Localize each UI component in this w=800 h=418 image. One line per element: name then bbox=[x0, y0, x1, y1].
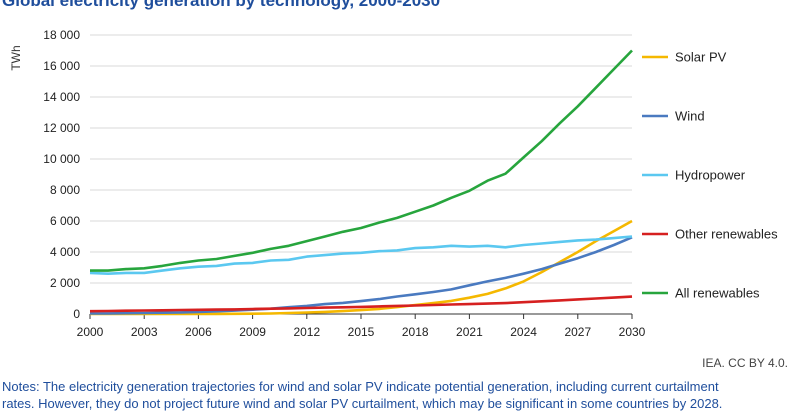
x-tick-label: 2018 bbox=[402, 325, 429, 339]
series-line-solar-pv bbox=[90, 219, 633, 316]
x-tick-label: 2024 bbox=[510, 325, 537, 339]
y-tick-label: 0 bbox=[73, 307, 80, 321]
y-axis-label: TWh bbox=[9, 45, 23, 70]
x-tick-label: 2012 bbox=[293, 325, 320, 339]
line-chart: 0 2 000 4 000 6 000 8 000 10 000 12 000 14 000 1… bbox=[9, 28, 778, 339]
legend-label-wind: Wind bbox=[675, 109, 705, 124]
series-line-hydropower bbox=[89, 235, 633, 276]
legend-label-solar-pv: Solar PV bbox=[675, 50, 727, 65]
series-line-other-renewables bbox=[89, 295, 633, 313]
y-tick-label: 10 000 bbox=[43, 152, 80, 166]
x-tick-label: 2009 bbox=[239, 325, 266, 339]
legend-label-hydropower: Hydropower bbox=[675, 168, 746, 183]
source-credit: IEA. CC BY 4.0. bbox=[702, 356, 788, 370]
legend: Solar PV Wind Hydropower Other renewables Al… bbox=[642, 50, 778, 301]
notes-line-2: rates. However, they do not project futu… bbox=[2, 396, 723, 411]
x-tick-label: 2027 bbox=[564, 325, 591, 339]
series-lines bbox=[89, 49, 633, 316]
series-line-wind bbox=[89, 236, 633, 315]
y-tick-label: 2 000 bbox=[50, 276, 80, 290]
x-tick-label: 2030 bbox=[619, 325, 646, 339]
y-tick-label: 4 000 bbox=[50, 245, 80, 259]
y-tick-label: 14 000 bbox=[43, 90, 80, 104]
x-tick-label: 2021 bbox=[456, 325, 483, 339]
chart-title: Global electricity generation by technol… bbox=[2, 0, 441, 10]
x-tick-label: 2000 bbox=[77, 325, 104, 339]
series-line-all-renewables bbox=[90, 49, 633, 272]
legend-label-other-renewables: Other renewables bbox=[675, 227, 778, 242]
axes: 0 2 000 4 000 6 000 8 000 10 000 12 000 14 000 1… bbox=[43, 28, 645, 339]
y-tick-label: 12 000 bbox=[43, 121, 80, 135]
chart-notes: Notes: The electricity generation trajec… bbox=[2, 378, 798, 412]
x-tick-label: 2015 bbox=[348, 325, 375, 339]
x-tick-label: 2006 bbox=[185, 325, 212, 339]
legend-label-all-renewables: All renewables bbox=[675, 286, 760, 301]
y-tick-label: 16 000 bbox=[43, 59, 80, 73]
grid-lines bbox=[90, 34, 632, 284]
x-tick-label: 2003 bbox=[131, 325, 158, 339]
notes-line-1: Notes: The electricity generation trajec… bbox=[2, 379, 719, 394]
y-tick-label: 6 000 bbox=[50, 214, 80, 228]
y-tick-label: 8 000 bbox=[50, 183, 80, 197]
y-tick-label: 18 000 bbox=[43, 28, 80, 42]
